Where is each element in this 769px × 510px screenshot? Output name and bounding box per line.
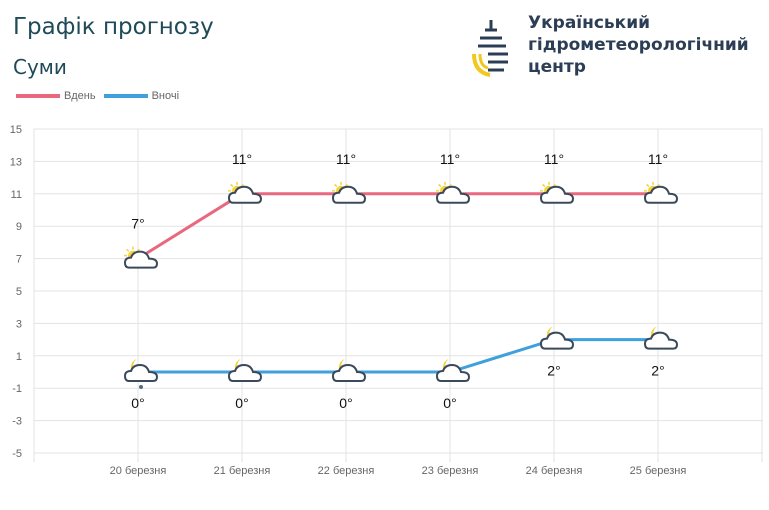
y-tick-label: 11 (11, 189, 22, 201)
y-tick-label: 13 (10, 156, 22, 168)
legend: Вдень Вночі (16, 90, 179, 102)
data-label: 0° (339, 395, 352, 411)
data-label: 0° (131, 395, 144, 411)
y-tick-label: -1 (12, 383, 22, 395)
data-label: 0° (443, 395, 456, 411)
moon-cloud-rain-icon (123, 359, 159, 389)
sun-cloud-icon (331, 181, 367, 204)
x-tick-label: 21 березня (214, 465, 271, 477)
data-label: 7° (131, 216, 144, 232)
sun-cloud-icon (643, 181, 679, 204)
y-tick-label: 3 (16, 318, 22, 330)
data-label: 11° (440, 151, 460, 167)
y-tick-label: 5 (16, 286, 22, 298)
y-tick-label: -5 (12, 448, 22, 460)
series-line-day (137, 192, 658, 260)
org-line: Український (528, 13, 651, 33)
data-label: 0° (235, 395, 248, 411)
y-tick-label: 7 (16, 254, 22, 266)
moon-cloud-icon (643, 326, 679, 350)
moon-cloud-icon (331, 359, 367, 382)
data-label: 11° (544, 151, 564, 167)
org-line: гідрометеорологічний (528, 35, 749, 55)
moon-cloud-icon (227, 359, 263, 382)
page-title: Графік прогнозу (13, 14, 214, 40)
legend-swatch-day[interactable] (16, 94, 60, 98)
x-tick-label: 25 березня (630, 465, 687, 477)
moon-cloud-icon (539, 326, 575, 350)
organization-name: Український гідрометеорологічний центр (528, 12, 749, 78)
sun-cloud-icon (539, 181, 575, 204)
city-name: Суми (13, 55, 67, 79)
moon-cloud-icon (435, 359, 471, 382)
y-tick-label: 15 (10, 124, 22, 136)
data-label: 11° (648, 151, 668, 167)
series-line-night (138, 338, 658, 374)
legend-label-day[interactable]: Вдень (64, 90, 96, 102)
data-label: 2° (651, 363, 664, 379)
sun-cloud-icon (227, 181, 263, 204)
x-tick-label: 23 березня (422, 465, 479, 477)
sun-cloud-icon (123, 246, 159, 269)
x-tick-label: 24 березня (526, 465, 583, 477)
legend-swatch-night[interactable] (103, 94, 148, 98)
ukrhydromet-logo-icon (472, 20, 508, 77)
sun-cloud-icon (435, 181, 471, 204)
data-label: 11° (336, 151, 356, 167)
y-tick-label: -3 (12, 416, 22, 428)
y-tick-label: 1 (16, 351, 22, 363)
data-label: 2° (547, 363, 560, 379)
data-label: 11° (232, 151, 252, 167)
x-tick-label: 22 березня (318, 465, 375, 477)
y-tick-label: 9 (16, 221, 22, 233)
legend-label-night[interactable]: Вночі (151, 90, 180, 102)
org-line: центр (528, 57, 586, 77)
x-tick-label: 20 березня (110, 465, 167, 477)
